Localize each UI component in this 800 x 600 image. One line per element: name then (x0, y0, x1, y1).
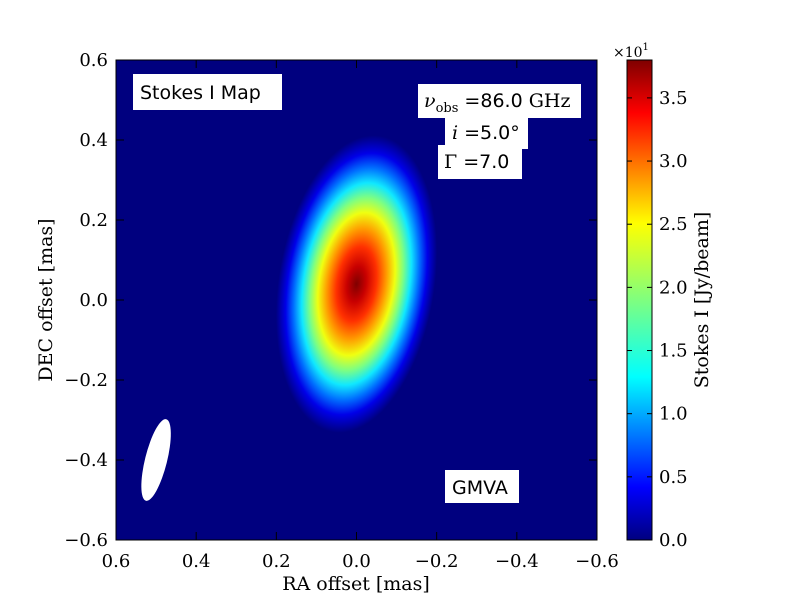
lorentz-box: Γ =7.0 (438, 145, 522, 179)
inclination-box: i =5.0° (445, 117, 528, 149)
x-tick-label: −0.2 (415, 551, 459, 572)
x-axis: 0.6 0.4 0.2 0.0 −0.2 −0.4 −0.6 (102, 60, 619, 572)
frequency-box: νobs =86.0 GHz (418, 84, 581, 118)
inclination-value: =5.0° (458, 122, 520, 144)
x-tick-label: −0.6 (575, 551, 619, 572)
colorbar-tick-label: 2.0 (659, 277, 688, 298)
lorentz-background (438, 145, 522, 179)
colorbar-multiplier: ×101 (613, 42, 649, 61)
x-tick-label: 0.2 (262, 551, 291, 572)
gamma-value: =7.0 (457, 151, 509, 173)
nu-value: =86.0 (458, 90, 522, 112)
y-tick-label: −0.2 (64, 370, 108, 391)
y-tick-label: 0.0 (79, 290, 108, 311)
inclination-symbol: i (452, 122, 458, 144)
colorbar-tick-label: 1.0 (659, 404, 688, 425)
colorbar-gradient (626, 59, 653, 541)
colorbar-tick-label: 1.5 (659, 341, 688, 362)
inclination-text: i =5.0° (452, 122, 520, 144)
y-tick-label: −0.6 (64, 530, 108, 551)
frequency-background (418, 84, 581, 118)
colorbar-tick-label: 2.5 (659, 214, 688, 235)
colorbar-tick-label: 0.5 (659, 467, 688, 488)
colorbar-tick-label: 3.0 (659, 151, 688, 172)
x-tick-label: −0.4 (495, 551, 539, 572)
y-tick-label: −0.4 (64, 450, 108, 471)
map-title-background (133, 74, 282, 110)
array-label: GMVA (452, 477, 508, 499)
x-tick-label: 0.6 (102, 551, 131, 572)
colorbar-tick-label: 0.0 (659, 530, 688, 551)
colorbar-ticks: 0.0 0.5 1.0 1.5 2.0 2.5 3.0 3.5 (627, 88, 688, 551)
gamma-symbol: Γ (444, 151, 457, 173)
colorbar-label: Stokes I [Jy/beam] (691, 212, 713, 389)
nu-unit: GHz (523, 90, 571, 112)
y-axis-label: DEC offset [mas] (35, 218, 57, 381)
map-title: Stokes I Map (140, 82, 261, 104)
colorbar-tick-label: 3.5 (659, 88, 688, 109)
x-tick-label: 0.0 (342, 551, 371, 572)
y-tick-label: 0.2 (79, 210, 108, 231)
x-axis-label: RA offset [mas] (282, 573, 430, 595)
source-emission (275, 135, 438, 433)
array-background (445, 470, 519, 503)
y-axis: −0.6 −0.4 −0.2 0.0 0.2 0.4 0.6 (64, 50, 597, 551)
lorentz-text: Γ =7.0 (444, 151, 509, 173)
map-title-box: Stokes I Map (133, 74, 282, 110)
array-box: GMVA (445, 470, 519, 503)
x-tick-label: 0.4 (182, 551, 211, 572)
inclination-background (445, 117, 528, 149)
nu-subscript: obs (436, 101, 459, 116)
emission-blob (275, 135, 438, 433)
nu-symbol: ν (424, 90, 436, 112)
y-tick-label: 0.6 (79, 50, 108, 71)
frequency-text: νobs =86.0 GHz (424, 90, 570, 116)
beam-ellipse (141, 419, 171, 501)
y-tick-label: 0.4 (79, 130, 108, 151)
colorbar: 0.0 0.5 1.0 1.5 2.0 2.5 3.0 3.5 ×101 Stokes I [… (613, 42, 713, 551)
